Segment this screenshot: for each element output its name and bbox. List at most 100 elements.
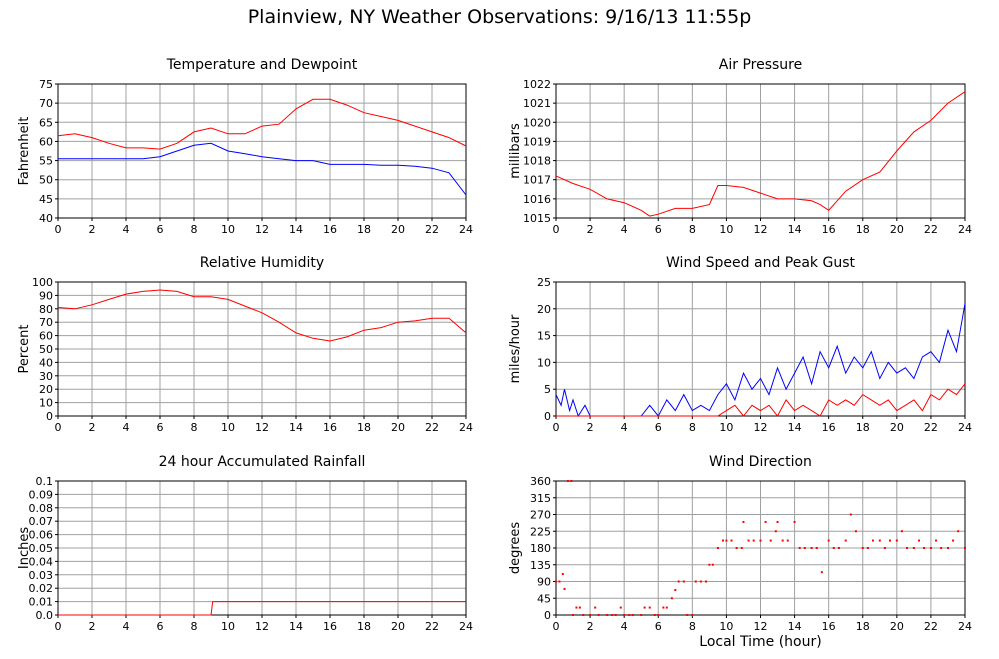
x-tick-label: 4	[621, 223, 628, 236]
data-point	[631, 614, 634, 616]
x-tick-label: 10	[221, 620, 235, 633]
data-point	[912, 547, 915, 549]
data-point	[623, 614, 626, 616]
x-tick-label: 4	[123, 223, 130, 236]
data-point	[844, 539, 847, 542]
data-point	[716, 547, 719, 549]
y-tick-label: 90	[39, 289, 53, 302]
y-tick-label: 1019	[523, 135, 551, 148]
data-point	[793, 520, 796, 523]
y-axis-label: Percent	[17, 325, 32, 374]
data-point	[866, 547, 869, 549]
data-point	[572, 614, 575, 616]
x-tick-label: 18	[357, 620, 371, 633]
x-tick-label: 22	[425, 421, 439, 434]
x-tick-label: 8	[689, 620, 696, 633]
y-tick-label: 50	[39, 174, 53, 187]
x-tick-label: 16	[822, 421, 836, 434]
data-point	[648, 606, 651, 609]
y-tick-label: 20	[39, 383, 53, 396]
series-line	[58, 142, 467, 196]
panel-title: Wind Direction	[709, 454, 812, 470]
data-point	[708, 563, 711, 566]
data-point	[640, 614, 643, 616]
y-tick-label: 0.01	[29, 596, 54, 609]
y-tick-label: 100	[32, 276, 53, 289]
data-point	[929, 547, 932, 549]
y-tick-label: 50	[39, 343, 53, 356]
data-point	[686, 614, 689, 616]
data-point	[665, 606, 668, 609]
y-tick-label: 135	[530, 559, 551, 572]
x-tick-label: 20	[391, 421, 405, 434]
data-point	[570, 480, 573, 482]
y-tick-label: 225	[530, 525, 551, 538]
data-point	[837, 547, 840, 549]
x-tick-label: 22	[425, 223, 439, 236]
data-point	[889, 539, 892, 542]
y-axis-label: millibars	[508, 123, 523, 179]
data-point	[957, 530, 960, 533]
y-tick-label: 270	[530, 509, 551, 522]
x-tick-label: 20	[890, 620, 904, 633]
y-tick-label: 40	[39, 212, 53, 225]
data-point	[606, 614, 609, 616]
y-tick-label: 75	[39, 78, 53, 91]
y-tick-label: 360	[530, 475, 551, 488]
panel-title: Relative Humidity	[200, 255, 324, 271]
y-tick-label: 0.04	[29, 555, 54, 568]
series-line	[57, 289, 467, 342]
x-tick-label: 14	[788, 421, 802, 434]
x-tick-label: 24	[459, 620, 473, 633]
y-tick-label: 0.06	[29, 529, 54, 542]
x-tick-label: 22	[425, 620, 439, 633]
x-tick-label: 0	[55, 421, 62, 434]
x-tick-label: 10	[719, 223, 733, 236]
data-point	[555, 580, 557, 583]
y-tick-label: 80	[39, 303, 53, 316]
y-tick-label: 0.1	[36, 475, 54, 488]
x-tick-label: 6	[157, 223, 164, 236]
x-tick-label: 0	[553, 421, 560, 434]
data-point	[643, 606, 646, 609]
data-point	[940, 547, 943, 549]
data-point	[582, 614, 585, 616]
data-point	[781, 539, 784, 542]
data-point	[935, 539, 938, 542]
x-tick-label: 16	[323, 620, 337, 633]
x-tick-label: 14	[289, 620, 303, 633]
data-point	[735, 547, 738, 549]
data-point	[691, 614, 694, 616]
y-axis-label: degrees	[508, 522, 523, 575]
x-tick-label: 24	[958, 421, 972, 434]
data-point	[657, 614, 660, 616]
y-tick-label: 0	[46, 410, 53, 423]
y-tick-label: 180	[530, 542, 551, 555]
data-point	[682, 580, 685, 583]
x-tick-label: 16	[323, 223, 337, 236]
data-point	[803, 547, 806, 549]
x-tick-label: 18	[357, 421, 371, 434]
x-tick-label: 16	[822, 620, 836, 633]
x-tick-label: 20	[391, 223, 405, 236]
x-tick-label: 4	[621, 620, 628, 633]
data-point	[662, 606, 665, 609]
y-tick-label: 0.02	[29, 582, 54, 595]
data-point	[752, 539, 755, 542]
y-tick-label: 60	[39, 330, 53, 343]
series-line	[57, 98, 467, 150]
data-point	[798, 547, 801, 549]
y-tick-label: 70	[39, 97, 53, 110]
x-tick-label: 2	[587, 223, 594, 236]
x-tick-label: 4	[123, 421, 130, 434]
y-tick-label: 55	[39, 155, 53, 168]
data-point	[810, 547, 813, 549]
data-point	[578, 606, 581, 609]
y-axis-label: miles/hour	[508, 314, 523, 383]
x-tick-label: 12	[255, 620, 269, 633]
x-tick-label: 8	[191, 421, 198, 434]
x-tick-label: 2	[89, 620, 96, 633]
data-point	[722, 539, 725, 542]
